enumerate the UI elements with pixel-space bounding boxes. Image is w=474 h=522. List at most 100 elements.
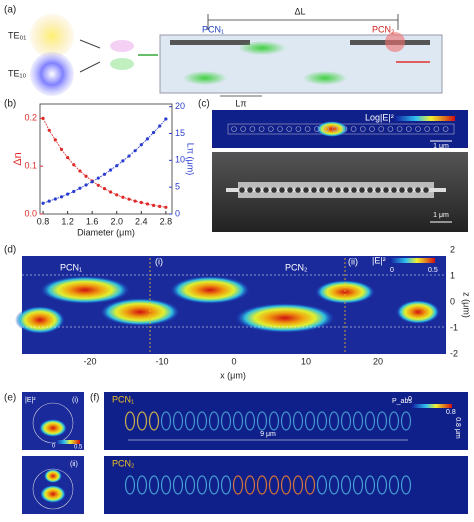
- pcn1: PCN₁: [112, 394, 134, 404]
- ring: [220, 475, 232, 495]
- x-tick-label: 2.4: [135, 216, 148, 226]
- hole: [231, 126, 237, 132]
- ring: [136, 411, 148, 431]
- point: [47, 128, 51, 132]
- y2-label: Lπ (μm): [186, 143, 196, 175]
- hole: [442, 126, 449, 132]
- x-tick-label: 1.2: [61, 216, 74, 226]
- colorbar-max: 0.5: [74, 445, 83, 451]
- hole: [387, 126, 394, 132]
- x-tick-label: 0: [231, 356, 236, 366]
- ring: [388, 475, 400, 495]
- ring: [124, 411, 136, 431]
- ring: [172, 475, 184, 495]
- hole: [396, 126, 403, 132]
- panel-label: (b): [4, 99, 16, 110]
- length-label: 9 μm: [260, 431, 276, 438]
- hotspot: [235, 303, 335, 333]
- hole: [391, 187, 397, 193]
- ring: [304, 475, 316, 495]
- marker: (i): [72, 397, 78, 404]
- colorbar-min: 0: [52, 444, 56, 450]
- ring: [376, 475, 388, 495]
- ring: [280, 475, 292, 495]
- ring: [328, 475, 340, 495]
- hole: [350, 126, 357, 132]
- ring: [124, 475, 136, 495]
- hole: [313, 126, 320, 132]
- hotspot: [396, 300, 440, 324]
- ring: [316, 475, 328, 495]
- ring: [364, 475, 376, 495]
- boundary: [22, 274, 446, 328]
- ring: [292, 475, 304, 495]
- glow: [385, 32, 405, 52]
- hole: [323, 126, 329, 132]
- ring: [352, 475, 364, 495]
- ring: [148, 475, 160, 495]
- y-tick-label: -1: [450, 322, 458, 332]
- hotspot: [40, 276, 130, 304]
- point: [158, 124, 162, 128]
- ring: [160, 411, 172, 431]
- point: [145, 137, 150, 141]
- hole: [287, 187, 293, 193]
- te10-label: TE₁₀: [8, 68, 27, 78]
- y-tick-label: 1: [450, 270, 455, 280]
- hole: [249, 126, 256, 132]
- point: [90, 180, 94, 184]
- point: [102, 187, 107, 191]
- hole: [319, 187, 325, 193]
- ring: [232, 475, 244, 495]
- hotspot: [39, 419, 67, 437]
- x-tick-label: 20: [373, 356, 383, 366]
- panel-label: (a): [4, 5, 16, 16]
- mode: [110, 40, 134, 52]
- point: [72, 189, 76, 194]
- point: [109, 190, 113, 194]
- point: [102, 172, 107, 176]
- colorbar-label: |E|²: [25, 397, 36, 404]
- hole: [240, 126, 246, 132]
- colorbar-label: P_abs: [392, 398, 412, 405]
- point: [164, 205, 168, 209]
- hole: [367, 187, 373, 193]
- point: [72, 163, 76, 167]
- hole: [295, 126, 302, 132]
- ring: [184, 411, 196, 431]
- point: [78, 186, 82, 190]
- point: [109, 168, 113, 172]
- point: [158, 204, 162, 208]
- mode-blob: [183, 71, 227, 85]
- panel-f: (f) PCN₁ PCN₂ P_abs 0 0.8 9 μm 0.8 μm: [90, 392, 468, 514]
- hole: [303, 187, 309, 193]
- point: [133, 199, 137, 203]
- mode: [110, 58, 134, 70]
- colorbar-label: Log|E|²: [365, 112, 394, 122]
- series-line: [42, 118, 166, 208]
- colorbar-max: 0.5: [428, 267, 438, 274]
- x-label: Diameter (μm): [77, 227, 135, 237]
- ring: [400, 475, 412, 495]
- panel-label: (f): [90, 393, 99, 404]
- scale-label: 1 μm: [433, 212, 449, 219]
- colorbar: [412, 404, 452, 408]
- hotspot: [170, 276, 250, 304]
- y-label: Δn: [12, 152, 24, 165]
- mode-blob: [303, 71, 347, 85]
- te01-label: TE₀₁: [8, 30, 26, 40]
- hole: [304, 126, 311, 132]
- ring: [388, 411, 400, 431]
- point: [59, 147, 64, 152]
- ring: [268, 475, 280, 495]
- pcn2: PCN₂: [372, 24, 395, 34]
- y2-tick-label: 0: [175, 208, 180, 218]
- x-tick-label: -10: [155, 356, 168, 366]
- colorbar-label: |E|²: [372, 255, 386, 265]
- hole: [255, 187, 261, 193]
- point: [96, 183, 100, 187]
- point: [139, 200, 143, 205]
- x-tick-label: 2.0: [110, 216, 123, 226]
- point: [115, 193, 119, 197]
- hole: [423, 187, 429, 193]
